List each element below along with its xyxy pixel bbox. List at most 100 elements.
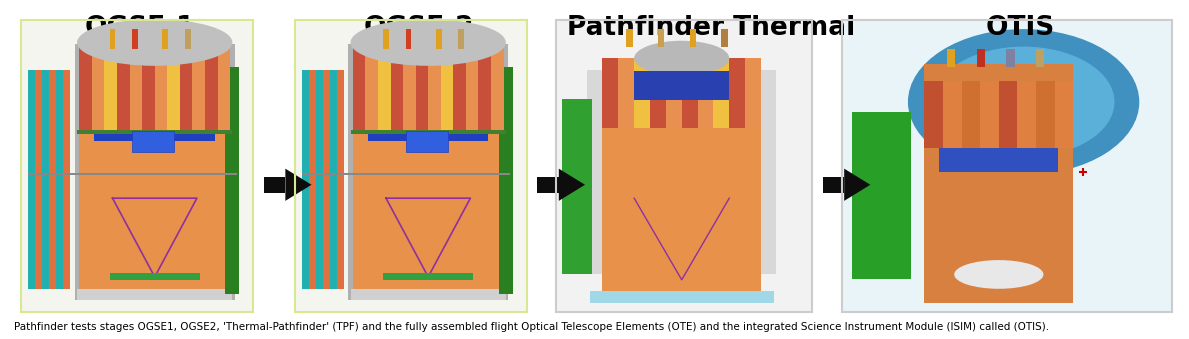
Bar [603,58,618,128]
Bar [77,130,232,134]
Bar [336,70,344,288]
Bar [264,177,285,193]
Bar [92,44,105,131]
Text: OGSE-2: OGSE-2 [364,15,473,41]
Bar [365,44,378,131]
Bar [999,81,1018,148]
Bar [367,134,489,141]
Bar [348,44,508,300]
Bar [729,58,746,128]
Text: Pathfinder Thermal: Pathfinder Thermal [567,15,855,41]
Bar [634,71,729,100]
Bar [722,29,728,46]
Text: OTIS: OTIS [986,15,1055,41]
Bar [842,20,1172,312]
Bar [435,29,441,49]
Bar [698,58,713,128]
Bar [441,44,453,131]
Bar [603,128,761,292]
Bar [218,44,231,131]
Bar [537,177,559,193]
Bar [295,20,527,312]
Text: Pathfinder tests stages OGSE1, OGSE2, 'Thermal-Pathfinder' (TPF) and the fully a: Pathfinder tests stages OGSE1, OGSE2, 'T… [14,322,1050,332]
Bar [403,44,416,131]
Bar [168,44,180,131]
Bar [416,44,428,131]
Bar [980,81,999,148]
Bar [295,20,527,312]
Polygon shape [844,168,870,201]
Bar [650,58,666,128]
Bar [29,70,36,288]
Bar [378,44,390,131]
Bar [556,20,812,312]
Bar [21,20,253,312]
Bar [842,20,1172,312]
Bar [21,20,253,312]
Polygon shape [285,168,312,201]
Bar [77,288,232,300]
Bar [842,20,1172,312]
Ellipse shape [634,41,729,76]
Bar [80,131,231,288]
Bar [946,49,955,67]
Bar [351,130,505,134]
Bar [109,29,115,49]
Bar [690,29,696,46]
Ellipse shape [932,46,1114,157]
Bar [1036,81,1055,148]
Bar [180,44,193,131]
Bar [851,112,911,279]
Bar [943,81,962,148]
Bar [132,29,138,49]
Bar [80,44,92,131]
Bar [491,44,504,131]
Bar [29,173,237,175]
Bar [925,81,943,148]
Bar [75,44,234,300]
Bar [184,29,190,49]
Bar [1006,49,1014,67]
Bar [925,64,1074,303]
Bar [226,67,239,294]
Text: OGSE-1: OGSE-1 [84,15,196,41]
Bar [478,44,491,131]
Bar [561,99,592,274]
Bar [590,292,774,303]
Bar [155,44,168,131]
Bar [618,58,634,128]
Bar [322,70,329,288]
Bar [466,44,478,131]
Bar [666,58,681,128]
Polygon shape [559,168,585,201]
Bar [132,131,175,152]
Bar [556,20,812,312]
Bar [390,44,403,131]
Bar [353,131,504,288]
Bar [658,29,665,46]
Ellipse shape [351,19,505,66]
Bar [36,70,43,288]
Bar [94,134,215,141]
Bar [405,29,411,49]
Bar [316,70,322,288]
Bar [458,29,464,49]
Bar [962,81,980,148]
Bar [353,44,365,131]
Bar [761,70,776,274]
Bar [162,29,168,49]
Bar [556,20,812,312]
Bar [21,20,253,312]
Bar [627,29,633,46]
Bar [428,44,441,131]
Bar [193,44,205,131]
Ellipse shape [908,29,1139,175]
Bar [713,58,729,128]
Bar [205,44,218,131]
Bar [746,58,761,128]
Bar [130,44,143,131]
Ellipse shape [77,19,232,66]
Bar [383,273,473,280]
Bar [681,58,698,128]
Bar [1018,81,1036,148]
